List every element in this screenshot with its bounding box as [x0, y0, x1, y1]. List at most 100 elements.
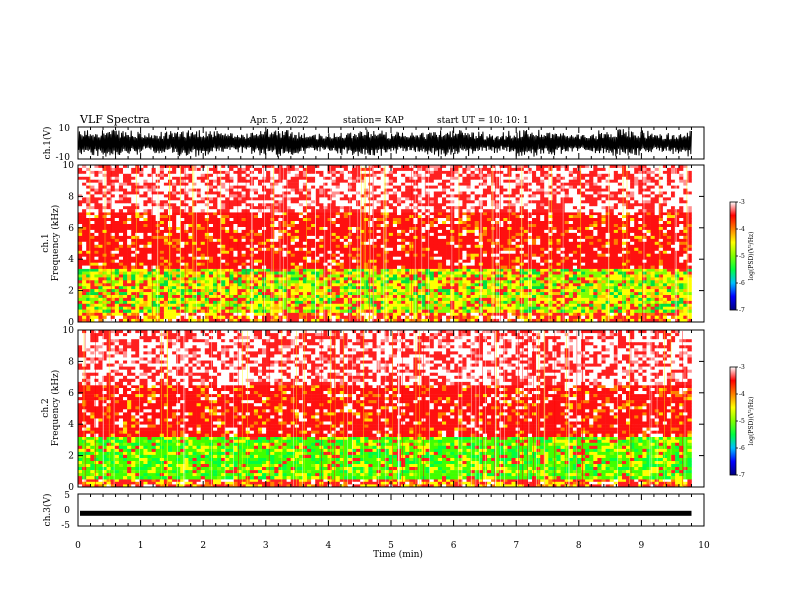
figure-title: VLF Spectra: [79, 113, 150, 126]
spectrogram-cell: [270, 295, 275, 299]
spectrogram-cell: [544, 309, 549, 313]
spectrogram-cell: [196, 229, 201, 234]
spectrogram-cell: [478, 232, 484, 237]
spectrogram-cell: [666, 277, 672, 281]
spectrogram-cell: [372, 277, 377, 281]
spectrogram-cell: [474, 238, 480, 243]
spectrogram-cell: [188, 244, 193, 249]
spectrogram-cell: [671, 247, 676, 252]
spectrogram-cell: [671, 215, 676, 219]
spectrogram-cell: [384, 297, 390, 302]
spectrogram-cell: [245, 318, 251, 323]
spectrogram-cell: [568, 306, 574, 310]
spectrogram-cell: [593, 244, 598, 249]
spectrogram-cell: [482, 297, 488, 302]
spectrogram-cell: [634, 253, 639, 257]
spectrogram-cell: [311, 235, 316, 240]
spectrogram-cell: [192, 232, 197, 237]
spectrogram-cell: [184, 250, 189, 255]
spectrogram-cell: [266, 306, 271, 310]
spectrogram-cell: [482, 318, 488, 323]
spectrogram-cell: [360, 247, 365, 252]
spectrogram-cell: [478, 312, 484, 316]
spectrogram-cell: [78, 286, 83, 290]
spectrogram-cell: [294, 283, 300, 287]
spectrogram-cell: [679, 215, 684, 219]
spectrogram-cell: [487, 227, 492, 231]
spectrogram-cell: [356, 286, 361, 290]
spectrogram-cell: [380, 280, 386, 284]
spectrogram-cell: [204, 250, 210, 255]
spectrogram-cell: [331, 277, 336, 281]
spectrogram-cell: [503, 238, 508, 243]
spectrogram-cell: [487, 271, 492, 275]
spectrogram-cell: [450, 229, 455, 234]
spectrogram-cell: [86, 256, 91, 260]
spectrogram-cell: [245, 244, 251, 249]
spectrogram-cell: [405, 274, 410, 278]
spectrogram-cell: [425, 312, 430, 316]
spectrogram-cell: [622, 224, 627, 228]
spectrogram-cell: [225, 295, 230, 299]
spectrogram-cell: [98, 212, 103, 216]
spectrogram-cell: [572, 303, 578, 307]
spectrogram-cell: [176, 215, 181, 219]
spectrogram-cell: [478, 235, 484, 240]
spectrogram-cell: [392, 277, 398, 281]
spectrogram-cell: [577, 215, 582, 219]
spectrogram-cell: [352, 271, 357, 275]
spectrogram-cell: [82, 271, 87, 275]
spectrogram-cell: [515, 235, 520, 240]
spectrogram-cell: [470, 247, 475, 252]
spectrogram-cell: [638, 286, 643, 290]
spectrogram-cell: [298, 235, 304, 240]
spectrogram-cell: [368, 274, 373, 278]
spectrogram-cell: [213, 318, 218, 323]
spectrogram-cell: [462, 218, 467, 222]
spectrogram-cell: [327, 271, 332, 275]
spectrogram-cell: [159, 303, 165, 307]
spectrogram-cell: [532, 312, 537, 316]
spectrogram-cell: [454, 280, 459, 284]
spectrogram-cell: [315, 232, 320, 237]
spectrogram-cell: [413, 303, 418, 307]
spectrogram-cell: [208, 218, 214, 222]
spectrogram-cell: [474, 250, 480, 255]
spectrogram-cell: [675, 268, 680, 272]
spectrogram-cell: [662, 271, 668, 275]
spectrogram-cell: [343, 250, 349, 255]
spectrogram-cell: [634, 232, 639, 237]
spectrogram-cell: [221, 280, 226, 284]
spectrogram-cell: [527, 292, 533, 296]
spectrogram-cell: [302, 271, 308, 275]
spectrogram-cell: [401, 309, 406, 313]
spectrogram-cell: [413, 283, 418, 287]
spectrogram-cell: [417, 227, 422, 231]
spectrogram-cell: [401, 232, 406, 237]
spectrogram-cell: [544, 283, 549, 287]
spectrogram-cell: [638, 247, 643, 252]
spectrogram-cell: [683, 309, 688, 313]
spectrogram-cell: [470, 250, 475, 255]
spectrogram-cell: [307, 300, 312, 305]
spectrogram-cell: [241, 218, 246, 222]
spectrogram-cell: [532, 244, 537, 249]
spectrogram-cell: [94, 289, 99, 293]
spectrogram-cell: [568, 241, 574, 246]
spectrogram-cell: [609, 300, 615, 305]
spectrogram-cell: [286, 295, 291, 299]
spectrogram-cell: [552, 244, 557, 249]
spectrogram-cell: [617, 280, 623, 284]
spectrogram-cell: [671, 280, 676, 284]
spectrogram-cell: [90, 238, 95, 243]
spectrogram-cell: [221, 250, 226, 255]
spectrogram-cell: [392, 250, 398, 255]
spectrogram-cell: [327, 292, 332, 296]
spectrogram-cell: [593, 241, 598, 246]
spectrogram-cell: [123, 232, 128, 237]
spectrogram-cell: [650, 232, 655, 237]
spectrogram-cell: [258, 318, 263, 323]
spectrogram-cell: [192, 221, 197, 225]
spectrogram-cell: [339, 250, 345, 255]
spectrogram-cell: [163, 274, 169, 278]
